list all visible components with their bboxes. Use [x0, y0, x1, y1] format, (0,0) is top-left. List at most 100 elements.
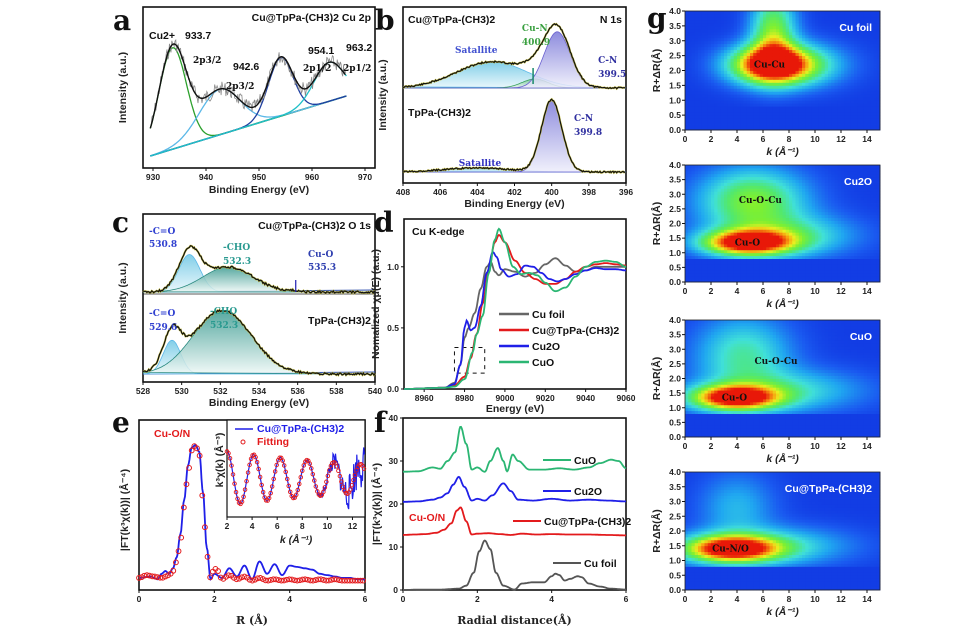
heat-cell: [698, 85, 702, 89]
heat-cell: [691, 194, 696, 198]
heat-cell: [707, 185, 712, 189]
heat-cell: [717, 16, 722, 21]
heat-cell: [818, 67, 822, 71]
heat-cell: [789, 217, 793, 221]
heat-cell: [701, 70, 705, 74]
heat-cell: [776, 235, 780, 239]
heat-cell: [714, 88, 718, 92]
heat-cell: [769, 103, 774, 107]
heat-cell: [860, 85, 865, 89]
heat-cell: [811, 214, 816, 219]
heat-cell: [867, 115, 871, 119]
heat-cell: [743, 243, 748, 248]
heat-cell: [821, 22, 826, 27]
y-tick-label: 0: [393, 585, 398, 595]
heat-cell: [795, 273, 800, 277]
heat-cell: [795, 179, 800, 183]
heat-cell: [808, 235, 813, 239]
heat-cell: [759, 203, 764, 207]
heat-cell: [779, 49, 783, 54]
heat-cell: [785, 112, 790, 116]
heat-cell: [782, 19, 787, 24]
heat-cell: [818, 176, 822, 181]
heat-cell: [717, 13, 722, 18]
heat-cell: [808, 238, 813, 242]
heat-cell: [808, 97, 813, 101]
heat-cell: [782, 167, 787, 172]
heat-cell: [737, 115, 741, 119]
heat-cell: [756, 267, 761, 271]
heat-cell: [876, 106, 881, 110]
heat-cell: [763, 28, 767, 33]
heat-cell: [694, 243, 699, 248]
heat-cell: [876, 31, 881, 36]
heat-cell: [857, 61, 861, 65]
heat-cell: [730, 182, 735, 186]
heat-cell: [844, 115, 848, 119]
heat-cell: [724, 191, 728, 195]
heat-cell: [724, 28, 728, 33]
heat-cell: [818, 109, 822, 113]
heat-cell: [789, 70, 793, 74]
heat-cell: [863, 52, 868, 57]
heat-cell: [824, 34, 829, 39]
heat-cell: [782, 185, 787, 189]
heat-cell: [714, 82, 718, 86]
heat-cell: [802, 37, 806, 42]
heat-cell: [876, 64, 881, 68]
heat-cell: [698, 205, 702, 210]
heat-cell: [759, 176, 764, 181]
heat-cell: [867, 103, 871, 107]
heat-cell: [841, 264, 845, 268]
heat-cell: [857, 246, 861, 251]
heat-cell: [779, 185, 783, 189]
heat-cell: [772, 118, 777, 122]
heat-cell: [815, 49, 819, 54]
heat-cell: [828, 94, 832, 98]
heat-cell: [837, 43, 842, 48]
heat-cell: [808, 170, 813, 175]
inset-fitting-point: [294, 492, 299, 498]
heat-cell: [740, 106, 744, 110]
heat-cell: [876, 58, 881, 62]
heat-cell: [795, 165, 800, 169]
heat-cell: [857, 191, 861, 195]
heat-cell: [701, 31, 705, 36]
panel-a-frame: [142, 6, 376, 169]
heat-cell: [847, 82, 852, 86]
x-tick-label: 950: [252, 172, 266, 182]
heat-cell: [854, 88, 858, 92]
heat-cell: [798, 211, 803, 216]
heat-cell: [685, 31, 689, 36]
heat-cell: [727, 191, 731, 195]
legend-label: CuO: [532, 357, 554, 369]
y-tick-label: 1.0: [669, 95, 681, 105]
heat-cell: [870, 88, 874, 92]
heat-cell: [753, 76, 757, 80]
heat-cell: [756, 85, 761, 89]
heat-cell: [753, 264, 757, 268]
heat-cell: [795, 118, 800, 122]
heat-cell: [841, 208, 845, 213]
heat-cell: [821, 34, 826, 39]
heat-cell: [685, 270, 689, 274]
heat-cell: [818, 220, 822, 224]
heat-cell: [847, 25, 852, 30]
heat-cell: [694, 97, 699, 101]
heat-cell: [733, 103, 738, 107]
heat-cell: [782, 22, 787, 27]
heat-cell: [818, 200, 822, 204]
heat-cell: [701, 103, 705, 107]
heat-cell: [711, 103, 715, 107]
heat-cell: [824, 226, 829, 230]
heat-cell: [714, 211, 718, 216]
heat-cell: [733, 112, 738, 116]
heat-cell: [785, 124, 790, 128]
heat-cell: [834, 220, 839, 224]
heat-cell: [811, 22, 816, 27]
heat-cell: [724, 194, 728, 198]
heat-cell: [841, 64, 845, 68]
heat-cell: [711, 49, 715, 54]
heat-cell: [724, 270, 728, 274]
heat-cell: [779, 64, 783, 68]
